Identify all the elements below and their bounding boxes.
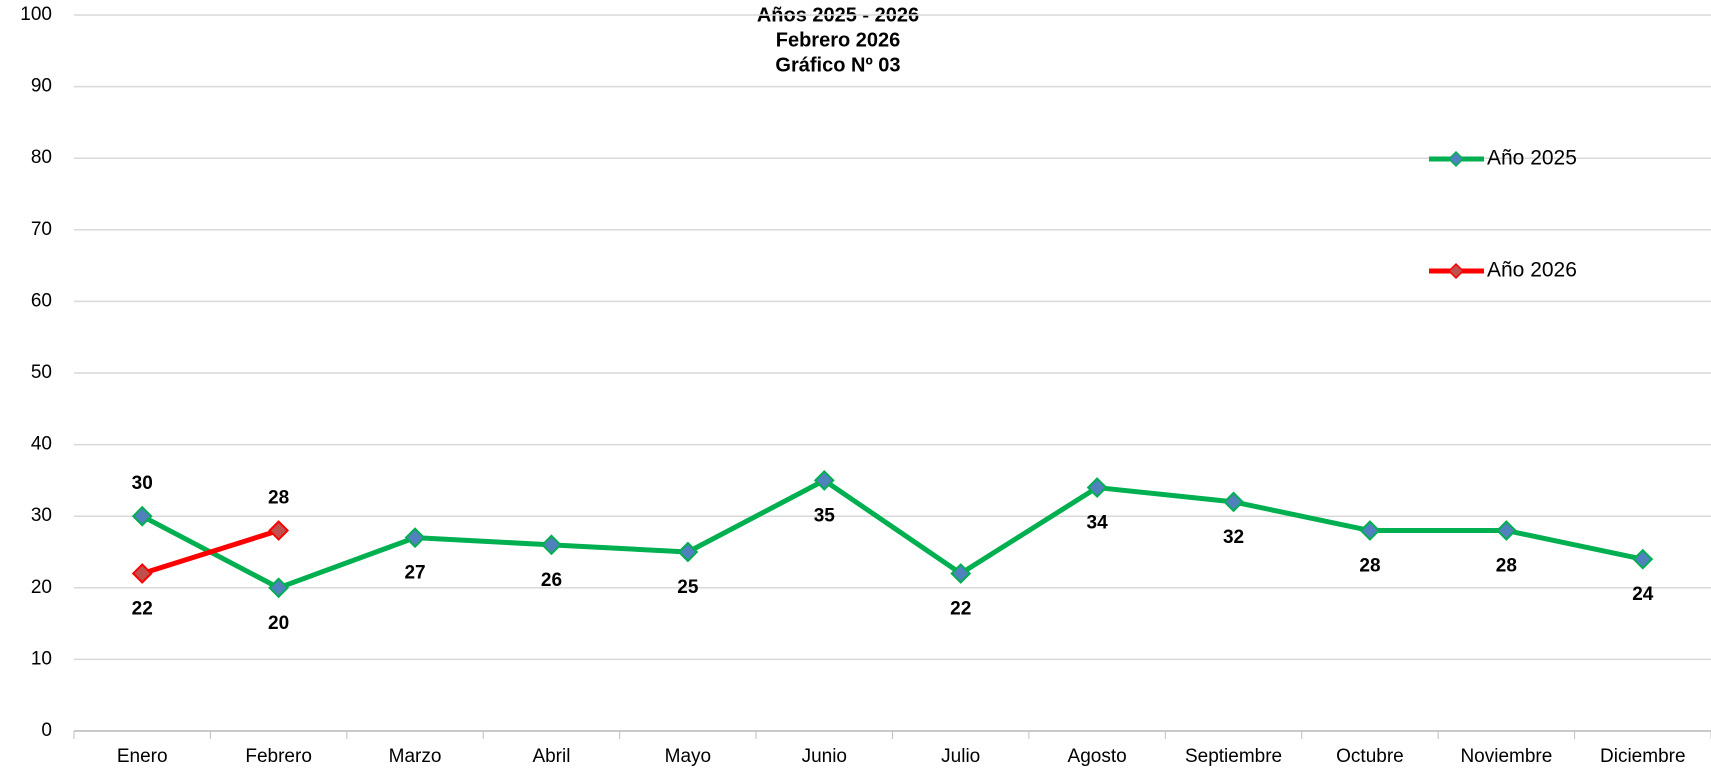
marker (131, 563, 153, 584)
y-tick-label: 20 (31, 577, 52, 598)
data-label: 28 (1359, 556, 1380, 577)
data-label: 34 (1087, 513, 1109, 534)
y-tick-label: 100 (20, 4, 52, 25)
y-tick-label: 60 (31, 290, 52, 311)
y-tick-label: 90 (31, 76, 52, 97)
legend-label: Año 2026 (1487, 259, 1577, 282)
data-label: 24 (1632, 584, 1654, 605)
data-label: 22 (950, 598, 971, 619)
data-label: 20 (268, 613, 289, 634)
legend-marker (1447, 150, 1465, 168)
marker (813, 469, 835, 491)
x-tick-label: Septiembre (1185, 746, 1282, 767)
x-tick-label: Junio (802, 746, 847, 767)
marker (1632, 548, 1654, 570)
marker (1495, 520, 1517, 541)
x-tick-label: Marzo (389, 746, 442, 767)
legend-label: Año 2025 (1487, 147, 1577, 170)
y-tick-label: 80 (31, 147, 52, 168)
x-tick-label: Diciembre (1600, 746, 1686, 767)
y-tick-label: 40 (31, 434, 52, 455)
data-label: 28 (1496, 556, 1517, 577)
x-tick-label: Julio (941, 746, 980, 767)
data-label: 28 (268, 488, 289, 509)
x-tick-label: Enero (117, 746, 168, 767)
chart-title: Febrero 2026 (776, 29, 901, 51)
marker (131, 505, 153, 527)
data-label: 27 (404, 563, 425, 584)
marker (1223, 491, 1244, 513)
series-line (141, 528, 280, 576)
marker (950, 563, 972, 584)
marker (268, 577, 290, 599)
x-tick-label: Abril (532, 746, 570, 767)
data-label: 35 (814, 505, 836, 526)
marker (541, 534, 562, 556)
series-line (141, 477, 1644, 591)
marker (404, 527, 426, 549)
x-tick-label: Mayo (665, 746, 711, 767)
legend-marker (1447, 262, 1465, 280)
x-tick-label: Noviembre (1460, 746, 1552, 767)
x-tick-label: Febrero (245, 746, 312, 767)
marker (677, 541, 699, 563)
y-tick-label: 10 (31, 648, 52, 669)
y-tick-label: 30 (31, 505, 52, 526)
y-tick-label: 70 (31, 219, 52, 240)
chart-title: Gráfico Nº 03 (775, 54, 900, 76)
y-tick-label: 0 (41, 720, 52, 741)
data-label: 25 (677, 577, 699, 598)
x-tick-label: Agosto (1068, 746, 1127, 767)
data-label: 32 (1223, 527, 1244, 548)
marker (1359, 520, 1381, 541)
marker (268, 520, 290, 541)
y-tick-label: 50 (31, 362, 52, 383)
data-label: 26 (541, 570, 562, 591)
marker (1086, 477, 1108, 498)
data-label: 22 (132, 598, 153, 619)
x-tick-label: Octubre (1336, 746, 1404, 767)
data-label: 30 (132, 473, 153, 494)
